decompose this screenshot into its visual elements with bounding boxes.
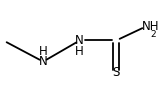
Text: S: S xyxy=(113,66,120,79)
Text: H: H xyxy=(75,45,84,58)
Text: 2: 2 xyxy=(150,30,156,39)
Text: N: N xyxy=(39,55,47,68)
Text: N: N xyxy=(75,34,84,47)
Text: NH: NH xyxy=(142,20,159,33)
Text: H: H xyxy=(39,45,47,58)
